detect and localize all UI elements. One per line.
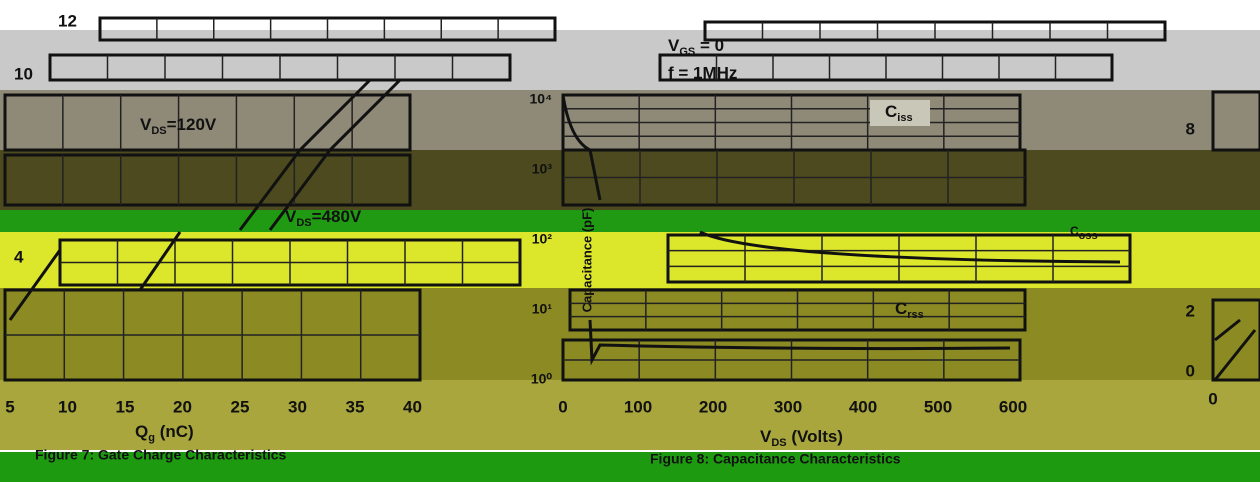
x-tick-label: 10 bbox=[58, 397, 77, 416]
y-tick-label: 10⁴ bbox=[530, 91, 553, 107]
y-tick-label: 10 bbox=[14, 64, 33, 83]
x-tick-label: 15 bbox=[116, 397, 135, 416]
band bbox=[0, 150, 1260, 210]
y-tick-label: 4 bbox=[14, 247, 24, 266]
band bbox=[0, 90, 1260, 150]
frame bbox=[1211, 298, 1260, 382]
band bbox=[0, 380, 1260, 450]
y-tick-label: 10⁰ bbox=[531, 371, 553, 387]
frame bbox=[3, 93, 412, 152]
condition: f = 1MHz bbox=[668, 63, 737, 82]
x-tick-label: 30 bbox=[288, 397, 307, 416]
y-tick-label: 10² bbox=[532, 231, 553, 247]
band bbox=[0, 210, 1260, 232]
x-tick-label: 25 bbox=[231, 397, 250, 416]
vds-label: VDS=480V bbox=[285, 207, 362, 228]
x-tick-label: 100 bbox=[624, 397, 652, 416]
y-tick-label: 8 bbox=[1186, 119, 1195, 138]
y-tick-label: 12 bbox=[58, 11, 77, 30]
series-label: Ciss bbox=[885, 102, 913, 123]
band bbox=[0, 452, 1260, 482]
x-tick-label: 500 bbox=[924, 397, 952, 416]
label-box bbox=[870, 100, 930, 126]
x-tick-label: 40 bbox=[403, 397, 422, 416]
vds-label: VDS=120V bbox=[140, 115, 217, 136]
axis-label: VDS (Volts) bbox=[760, 427, 843, 448]
series-label: Coss bbox=[1070, 224, 1098, 242]
x-tick-label: 400 bbox=[849, 397, 877, 416]
curve bbox=[8, 78, 402, 321]
x-tick-label: 0 bbox=[558, 397, 567, 416]
frame bbox=[1211, 90, 1260, 152]
x-tick-label: 200 bbox=[699, 397, 727, 416]
curve bbox=[1213, 318, 1257, 381]
band bbox=[0, 288, 1260, 380]
caption: Figure 8: Capacitance Characteristics bbox=[650, 451, 901, 467]
x-tick-label: 35 bbox=[346, 397, 365, 416]
curve bbox=[561, 94, 1121, 366]
x-tick-label: 300 bbox=[774, 397, 802, 416]
series-label: Crss bbox=[895, 299, 924, 320]
y-tick-label: 0 bbox=[1186, 361, 1195, 380]
x-tick-label: 600 bbox=[999, 397, 1027, 416]
caption: Figure 7: Gate Charge Characteristics bbox=[35, 447, 287, 463]
axis-label: Capacitance (pF) bbox=[579, 208, 594, 313]
y-tick-label: 10³ bbox=[532, 161, 553, 177]
frame bbox=[3, 153, 412, 207]
axis-label: Qg (nC) bbox=[135, 422, 194, 443]
x-tick-label: 5 bbox=[5, 397, 14, 416]
y-tick-label: 10¹ bbox=[532, 301, 553, 317]
condition: VGS = 0 bbox=[668, 36, 724, 57]
y-tick-label: 2 bbox=[1186, 301, 1195, 320]
band bbox=[0, 0, 1260, 30]
grid-lines bbox=[3, 16, 1260, 382]
x-tick-label: 20 bbox=[173, 397, 192, 416]
x-tick-label: 0 bbox=[1208, 389, 1217, 408]
